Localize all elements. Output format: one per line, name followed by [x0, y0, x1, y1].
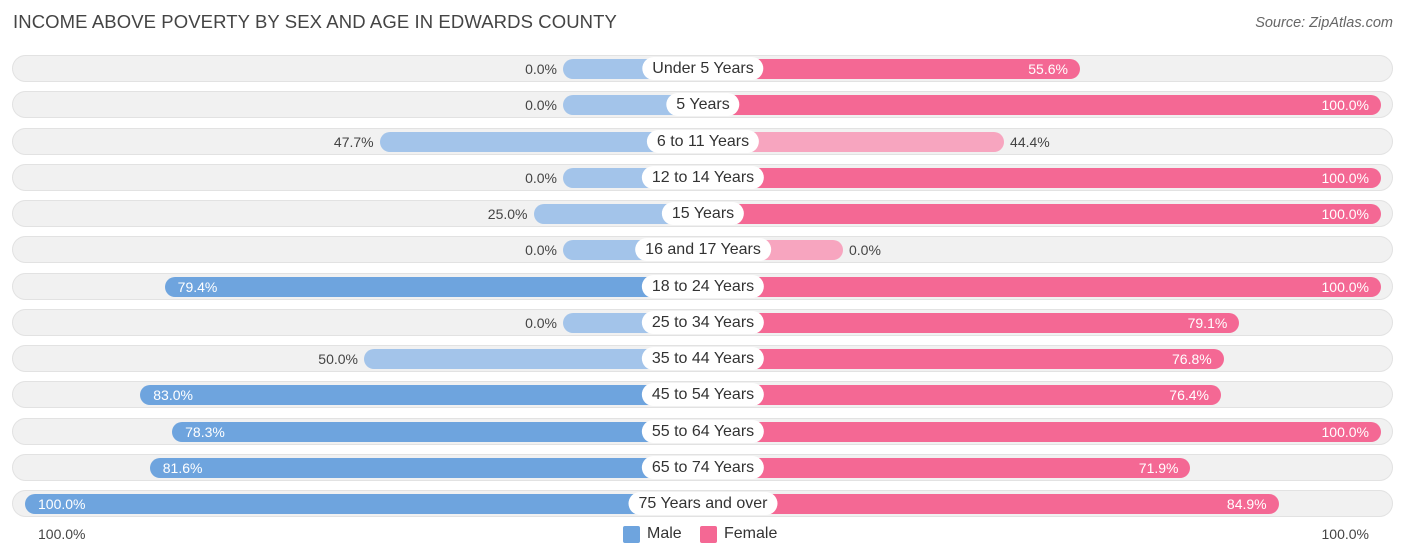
bar-female-35-to-44-years	[703, 348, 1224, 369]
bar-female-75-years-and-over	[703, 493, 1279, 514]
category-label-16-and-17-years: 16 and 17 Years	[635, 238, 771, 261]
value-label-male-12-to-14-years: 0.0%	[525, 169, 557, 186]
bar-female-12-to-14-years	[703, 167, 1381, 188]
legend-label-male: Male	[647, 525, 682, 542]
category-label-45-to-54-years: 45 to 54 Years	[641, 383, 765, 406]
bar-female-18-to-24-years	[703, 276, 1381, 297]
value-label-male-45-to-54-years: 83.0%	[153, 386, 193, 403]
category-label-75-years-and-over: 75 Years and over	[628, 492, 778, 515]
value-label-female-55-to-64-years: 100.0%	[1321, 423, 1369, 440]
value-label-male-15-years: 25.0%	[487, 205, 528, 222]
bar-male-6-to-11-years	[379, 131, 703, 152]
value-label-female-6-to-11-years: 44.4%	[1010, 133, 1050, 150]
category-label-55-to-64-years: 55 to 64 Years	[641, 420, 765, 443]
value-label-male-5-years: 0.0%	[525, 96, 557, 113]
value-label-male-25-to-34-years: 0.0%	[525, 314, 557, 331]
bar-female-5-years	[703, 94, 1381, 115]
bar-male-18-to-24-years	[164, 276, 703, 297]
bar-female-45-to-54-years	[703, 384, 1221, 405]
bar-female-6-to-11-years	[703, 131, 1005, 152]
axis-right-label: 100.0%	[1321, 526, 1369, 542]
bar-male-45-to-54-years	[140, 384, 703, 405]
value-label-female-under-5-years: 55.6%	[1028, 60, 1068, 77]
value-label-female-25-to-34-years: 79.1%	[1187, 314, 1228, 331]
axis-left-label: 100.0%	[38, 526, 86, 542]
legend-swatch-female	[700, 525, 717, 543]
bar-female-25-to-34-years	[703, 312, 1240, 333]
legend-swatch-male	[623, 525, 640, 543]
category-label-5-years: 5 Years	[666, 93, 740, 116]
value-label-male-under-5-years: 0.0%	[525, 60, 557, 77]
category-label-under-5-years: Under 5 Years	[642, 57, 764, 80]
category-label-6-to-11-years: 6 to 11 Years	[646, 130, 760, 153]
category-label-18-to-24-years: 18 to 24 Years	[641, 275, 765, 298]
bar-male-15-years	[533, 203, 703, 224]
category-label-35-to-44-years: 35 to 44 Years	[641, 347, 765, 370]
value-label-male-6-to-11-years: 47.7%	[333, 133, 374, 150]
category-label-25-to-34-years: 25 to 34 Years	[641, 311, 765, 334]
value-label-female-45-to-54-years: 76.4%	[1169, 386, 1209, 403]
legend-label-female: Female	[724, 525, 778, 542]
value-label-male-18-to-24-years: 79.4%	[177, 278, 218, 295]
value-label-female-15-years: 100.0%	[1321, 205, 1369, 222]
chart-title: INCOME ABOVE POVERTY BY SEX AND AGE IN E…	[13, 11, 617, 32]
chart-source: Source: ZipAtlas.com	[1255, 15, 1393, 31]
bar-female-15-years	[703, 203, 1381, 224]
value-label-female-5-years: 100.0%	[1321, 96, 1369, 113]
bar-female-under-5-years	[703, 58, 1080, 79]
value-label-female-18-to-24-years: 100.0%	[1321, 278, 1369, 295]
legend: Male Female	[0, 524, 1406, 544]
value-label-male-55-to-64-years: 78.3%	[185, 423, 225, 440]
bar-male-55-to-64-years	[172, 421, 703, 442]
value-label-male-16-and-17-years: 0.0%	[525, 241, 557, 258]
value-label-female-16-and-17-years: 0.0%	[849, 241, 881, 258]
category-label-12-to-14-years: 12 to 14 Years	[641, 166, 765, 189]
value-label-female-65-to-74-years: 71.9%	[1138, 459, 1179, 476]
legend-item-female: Female	[700, 524, 777, 544]
bar-male-35-to-44-years	[364, 348, 703, 369]
value-label-female-75-years-and-over: 84.9%	[1226, 495, 1267, 512]
value-label-female-12-to-14-years: 100.0%	[1321, 169, 1369, 186]
value-label-female-35-to-44-years: 76.8%	[1172, 350, 1212, 367]
value-label-male-65-to-74-years: 81.6%	[162, 459, 203, 476]
bar-male-75-years-and-over	[25, 493, 703, 514]
value-label-male-35-to-44-years: 50.0%	[318, 350, 358, 367]
bar-male-65-to-74-years	[149, 457, 703, 478]
value-label-male-75-years-and-over: 100.0%	[38, 495, 86, 512]
bar-female-55-to-64-years	[703, 421, 1381, 442]
legend-item-male: Male	[623, 524, 682, 544]
bar-female-65-to-74-years	[703, 457, 1191, 478]
category-label-65-to-74-years: 65 to 74 Years	[641, 456, 765, 479]
category-label-15-years: 15 Years	[661, 202, 745, 225]
